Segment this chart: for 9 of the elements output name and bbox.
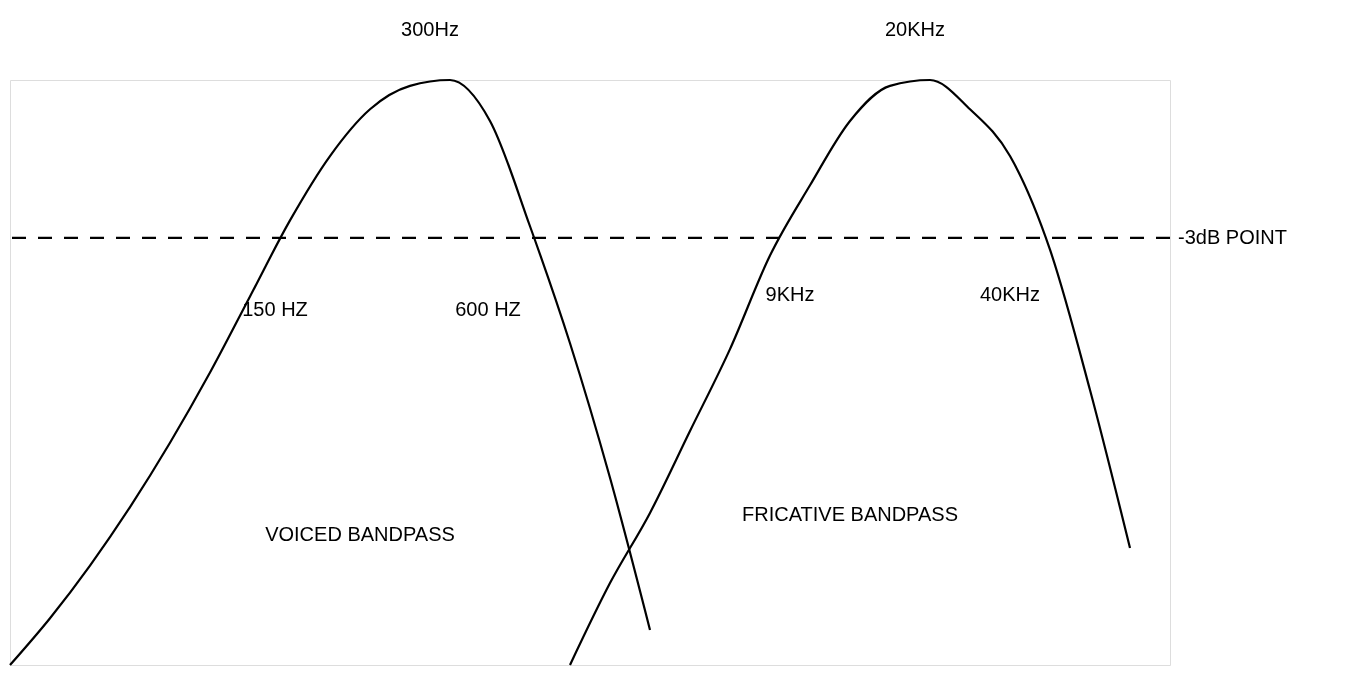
annotation: 600 HZ bbox=[455, 298, 521, 320]
text: 20KHz bbox=[884, 18, 946, 40]
annotation: 9KHz bbox=[765, 283, 815, 305]
annotation: 150 HZ bbox=[242, 298, 308, 320]
text: 300Hz bbox=[401, 18, 459, 40]
annotation: VOICED BANDPASS bbox=[265, 523, 455, 545]
ref-line-label: -3dB POINT bbox=[1178, 225, 1287, 248]
annotation: 40KHz bbox=[979, 283, 1041, 305]
annotation: FRICATIVE BANDPASS bbox=[742, 503, 958, 525]
